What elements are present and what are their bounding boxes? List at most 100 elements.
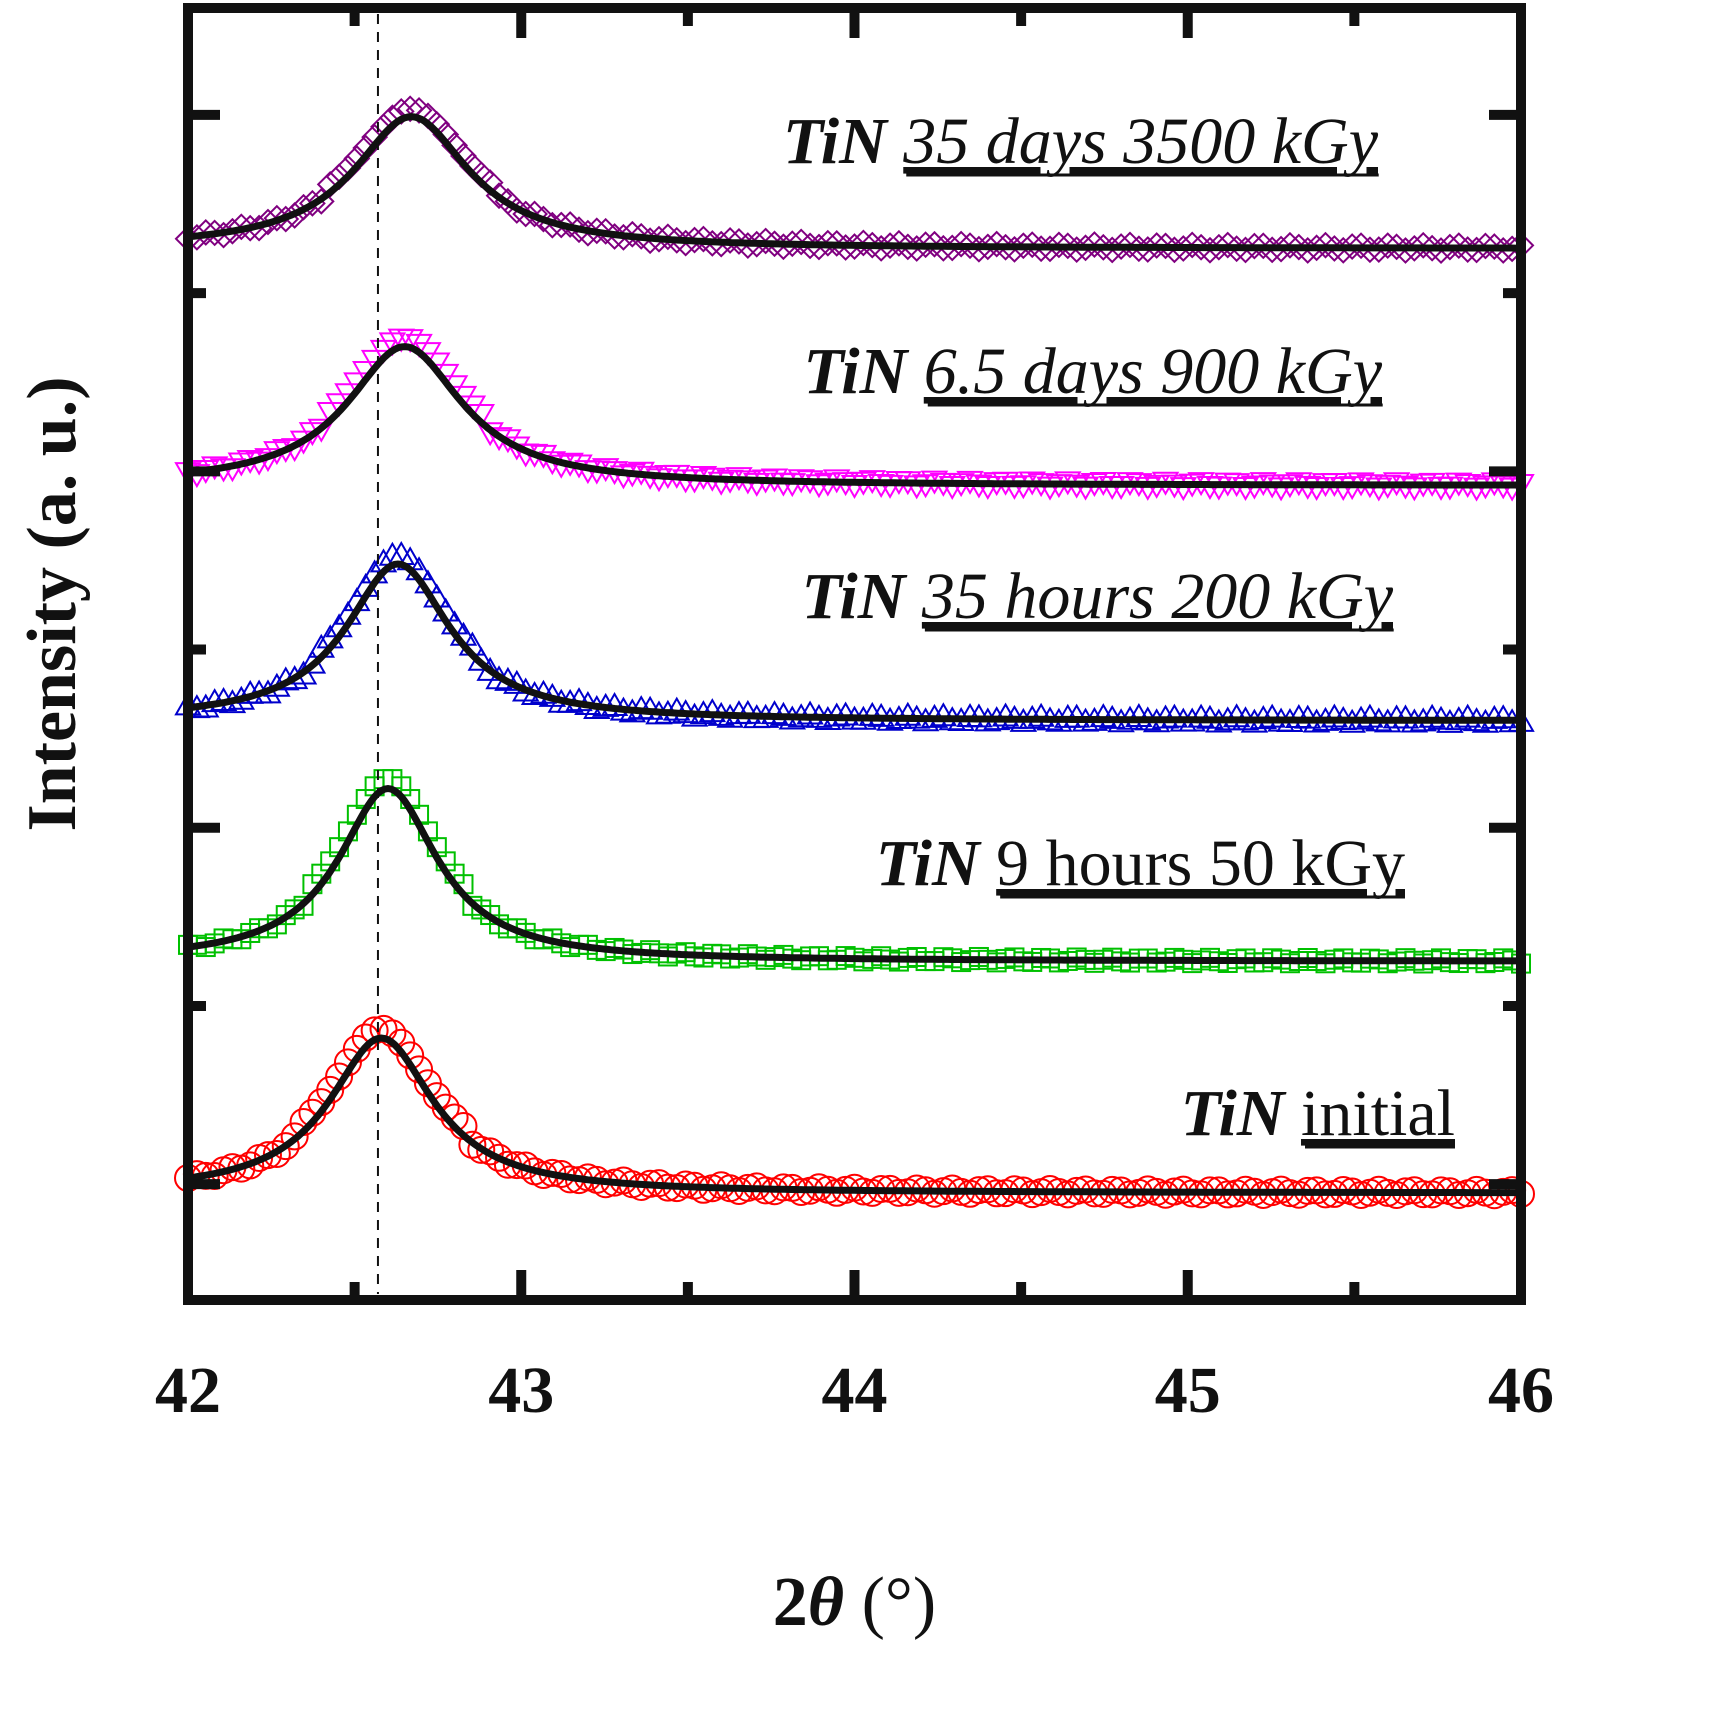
series-label-space <box>907 335 924 408</box>
data-point <box>858 231 886 259</box>
data-point <box>458 1130 487 1159</box>
fit-line <box>187 113 1521 252</box>
data-point <box>725 228 753 255</box>
series-label-condition: 9 hours 50 kGy <box>996 827 1405 900</box>
x-tick-labels: 42 43 44 45 46 <box>155 1354 1554 1427</box>
data-point <box>1347 232 1375 260</box>
data-point <box>902 475 931 500</box>
data-point <box>654 223 682 251</box>
data-point <box>894 701 922 726</box>
data-point <box>1338 233 1366 260</box>
series-label-space <box>887 105 904 178</box>
data-point <box>1409 231 1437 259</box>
data-point <box>1018 231 1046 259</box>
y-axis-title: Intensity (a. u.) <box>14 376 91 831</box>
data-point <box>1045 231 1073 259</box>
series-square <box>178 769 1531 974</box>
series-label-condition: initial <box>1301 1077 1455 1150</box>
x-axis-title-suffix: (°) <box>844 1564 936 1641</box>
series-label-compound: TiN <box>802 560 908 633</box>
series-label-compound: TiN <box>1181 1077 1287 1150</box>
data-point <box>583 217 611 245</box>
data-point <box>1383 233 1411 261</box>
data-point <box>974 233 1002 261</box>
data-point <box>227 213 255 241</box>
data-point <box>743 472 771 497</box>
data-point <box>956 232 984 260</box>
data-point <box>1116 231 1144 259</box>
data-point <box>1303 234 1331 262</box>
series-label-condition: 6.5 days 900 kGy <box>924 335 1383 408</box>
data-point <box>1276 231 1304 259</box>
data-point <box>1152 232 1179 260</box>
data-point <box>467 1135 496 1164</box>
x-axis-title: 2θ (°) <box>773 1564 936 1641</box>
data-point <box>1222 703 1251 728</box>
data-point <box>938 476 966 501</box>
data-point <box>556 211 584 238</box>
plot-frame <box>183 3 1526 1305</box>
data-point <box>840 474 869 499</box>
data-point <box>1125 703 1153 728</box>
x-tick-label: 44 <box>822 1354 888 1427</box>
data-point <box>1472 232 1499 260</box>
data-point <box>787 228 815 256</box>
data-point <box>1214 231 1242 259</box>
series-label-compound: TiN <box>803 335 909 408</box>
data-point <box>293 895 314 916</box>
data-point <box>1445 232 1473 260</box>
data-point <box>271 1132 300 1161</box>
fit-line <box>187 784 1521 965</box>
data-point <box>1320 703 1349 728</box>
data-point <box>690 225 717 253</box>
data-point <box>760 700 789 725</box>
data-point <box>885 229 913 257</box>
data-point <box>876 232 904 260</box>
data-point <box>1054 232 1082 260</box>
data-point <box>1312 231 1339 259</box>
data-point <box>396 329 424 354</box>
data-point <box>396 95 424 123</box>
x-tick-label: 42 <box>155 1354 221 1427</box>
data-point <box>1285 233 1313 261</box>
data-point <box>1436 233 1464 261</box>
series-diamond <box>174 95 1535 264</box>
data-point <box>1249 232 1277 260</box>
data-point <box>253 1141 282 1170</box>
fit-line <box>187 1034 1521 1197</box>
data-point <box>1231 477 1260 502</box>
data-point <box>912 231 940 259</box>
series-label-space <box>905 560 922 633</box>
data-point <box>849 229 877 257</box>
data-point <box>761 230 788 258</box>
data-point <box>1462 477 1491 502</box>
data-point <box>502 1151 531 1180</box>
data-point <box>947 230 975 258</box>
series-label-space <box>980 827 997 900</box>
data-point <box>1178 231 1206 259</box>
series-label: TiN 9 hours 50 kGy <box>876 827 1405 900</box>
x-tick-label: 43 <box>488 1354 554 1427</box>
data-point <box>1187 233 1215 261</box>
data-point <box>921 230 948 258</box>
data-point <box>1205 233 1233 261</box>
series-triangle-up <box>174 541 1535 733</box>
data-point <box>707 471 735 496</box>
data-point <box>716 227 744 254</box>
x-axis-title-prefix: 2 <box>773 1564 808 1641</box>
x-tick-label: 45 <box>1155 1354 1221 1427</box>
data-point <box>1365 477 1393 502</box>
data-point <box>1267 477 1295 502</box>
data-point <box>805 474 833 499</box>
series-circle <box>174 1014 1535 1210</box>
data-point <box>752 227 780 255</box>
data-point <box>1134 476 1162 501</box>
data-point <box>627 222 655 250</box>
data-point <box>1036 476 1064 501</box>
data-point <box>485 1143 514 1172</box>
data-point <box>405 96 433 124</box>
series-layer <box>174 95 1535 1210</box>
data-point <box>645 468 673 493</box>
